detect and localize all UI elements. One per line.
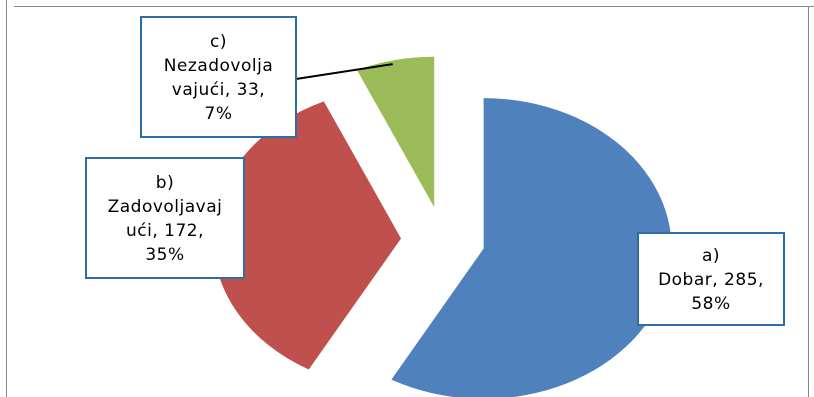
- data-label-c-line-2: Nezadovolja: [164, 56, 274, 76]
- data-label-box-c: [140, 16, 297, 138]
- leader-line-c: [295, 63, 393, 80]
- data-label-a-line-1: a): [702, 246, 720, 266]
- pie-slice-b: [213, 101, 402, 370]
- pie-slice-a: [391, 98, 672, 397]
- data-label-box-a: [637, 232, 785, 326]
- data-label-b-line-2: Zadovoljavaj: [108, 197, 223, 217]
- data-label-c-line-3: vajući, 33,: [172, 80, 265, 100]
- data-label-b-line-1: b): [156, 173, 174, 193]
- pie-slices: [213, 56, 672, 397]
- data-label-b-line-4: 35%: [145, 245, 184, 265]
- data-label-b-line-3: ući, 172,: [126, 221, 204, 241]
- data-label-a-line-3: 58%: [691, 294, 730, 314]
- data-labels: a) Dobar, 285, 58% b) Zadovoljavaj ući, 172, 3…: [85, 16, 785, 326]
- data-label-a-line-2: Dobar, 285,: [658, 270, 764, 290]
- data-label-c-line-4: 7%: [205, 104, 233, 124]
- leader-lines: [295, 63, 393, 80]
- data-label-box-b: [85, 157, 245, 279]
- data-label-c-line-1: c): [210, 32, 227, 52]
- pie-slice-c: [356, 56, 435, 208]
